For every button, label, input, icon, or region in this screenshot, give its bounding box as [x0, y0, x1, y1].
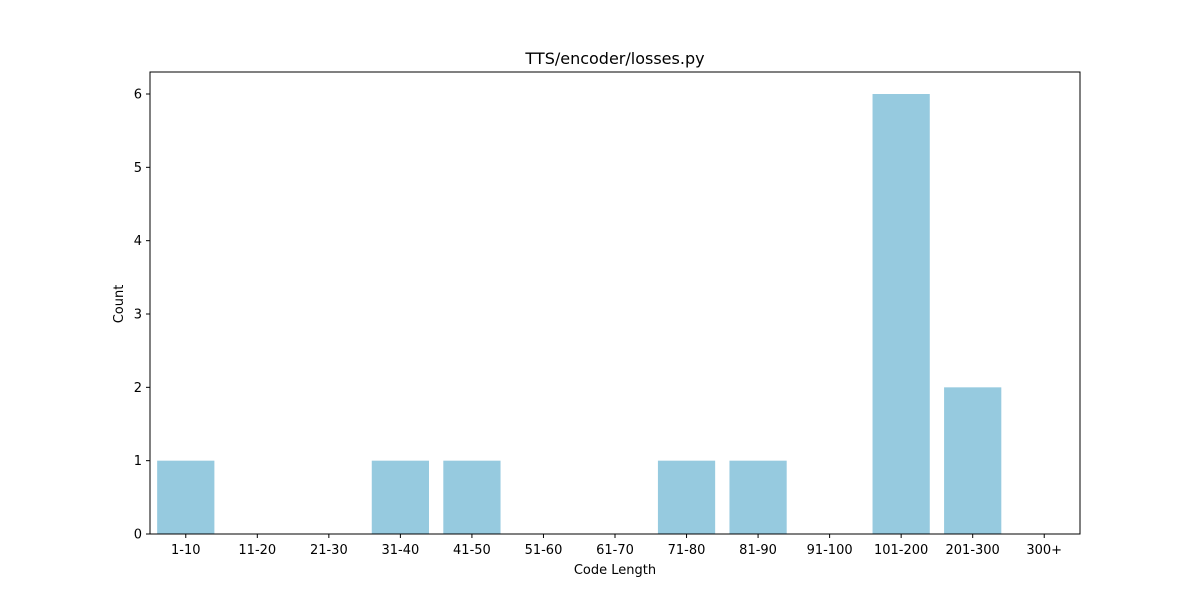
x-tick-label: 61-70: [596, 543, 634, 558]
bar-41-50: [443, 460, 501, 534]
x-tick-label: 91-100: [807, 543, 853, 558]
x-axis-ticks: 1-10 11-20 21-30 31-40 41-50 51-60 61-70 71-80 8…: [171, 534, 1062, 558]
x-tick-label: 201-300: [946, 543, 1000, 558]
x-tick-label: 31-40: [381, 543, 419, 558]
bar-71-80: [657, 460, 716, 534]
x-tick-label: 11-20: [238, 543, 276, 558]
bar-81-90: [729, 460, 787, 534]
y-tick-label: 1: [134, 454, 142, 469]
y-axis-title: Count: [112, 285, 127, 324]
x-tick-label: 81-90: [739, 543, 777, 558]
x-tick-label: 71-80: [668, 543, 706, 558]
plot-frame: [149, 71, 1081, 535]
y-axis-ticks: 0 1 2 3 4 5 6: [134, 88, 150, 543]
bar-101-200: [872, 94, 930, 534]
x-tick-label: 41-50: [453, 543, 491, 558]
y-tick-label: 5: [134, 161, 142, 176]
chart-title: TTS/encoder/losses.py: [524, 49, 704, 68]
y-tick-label: 4: [134, 234, 142, 249]
y-tick-label: 6: [134, 88, 142, 103]
x-tick-label: 300+: [1026, 543, 1062, 558]
x-tick-label: 1-10: [171, 543, 201, 558]
bar-31-40: [371, 460, 429, 534]
x-tick-label: 101-200: [874, 543, 928, 558]
x-tick-label: 51-60: [525, 543, 563, 558]
x-tick-label: 21-30: [310, 543, 348, 558]
bar-201-300: [944, 387, 1002, 534]
bar-1-10: [157, 460, 215, 534]
y-tick-label: 2: [134, 381, 142, 396]
y-tick-label: 3: [134, 308, 142, 323]
y-tick-label: 0: [134, 528, 142, 543]
bars-group: [157, 94, 1002, 534]
x-axis-title: Code Length: [574, 563, 656, 578]
